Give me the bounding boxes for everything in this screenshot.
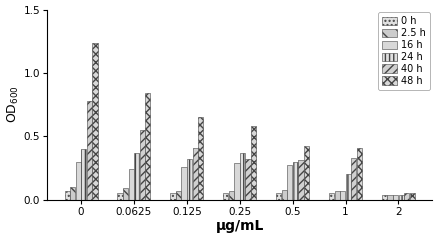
Bar [145,93,151,200]
Bar [64,191,70,200]
Bar [335,191,340,200]
Bar [393,195,398,200]
Bar [140,130,145,200]
Bar [176,191,181,200]
Bar [198,117,203,200]
Bar [234,163,240,200]
Bar [87,101,92,200]
Bar [282,190,287,200]
Bar [170,193,176,200]
Bar [223,193,229,200]
Bar [404,193,410,200]
Legend: 0 h, 2.5 h, 16 h, 24 h, 40 h, 48 h: 0 h, 2.5 h, 16 h, 24 h, 40 h, 48 h [378,12,430,90]
Bar [134,153,139,200]
Bar [240,153,245,200]
X-axis label: μg/mL: μg/mL [215,219,264,234]
Bar [187,159,192,200]
Bar [304,147,309,200]
Bar [81,149,86,200]
Bar [293,162,298,200]
Bar [181,167,187,200]
Bar [128,169,134,200]
Bar [399,195,404,200]
Bar [410,193,415,200]
Bar [117,193,123,200]
Bar [346,174,351,200]
Bar [329,193,334,200]
Bar [382,195,387,200]
Bar [92,43,98,200]
Bar [123,188,128,200]
Bar [351,158,357,200]
Bar [251,126,256,200]
Bar [276,193,281,200]
Bar [357,148,362,200]
Bar [287,165,293,200]
Bar [229,191,234,200]
Bar [70,187,75,200]
Bar [340,191,346,200]
Bar [245,159,251,200]
Bar [298,160,304,200]
Bar [76,162,81,200]
Y-axis label: OD$_{600}$: OD$_{600}$ [6,86,21,124]
Bar [388,195,393,200]
Bar [193,148,198,200]
